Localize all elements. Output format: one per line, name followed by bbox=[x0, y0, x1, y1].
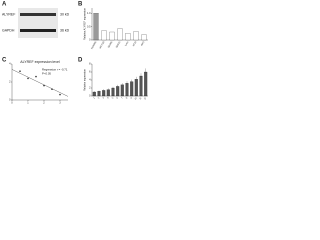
x-tick-label: 2 bbox=[43, 102, 45, 105]
x-tick-label: HT29 bbox=[133, 41, 138, 47]
panel-label: A bbox=[2, 2, 7, 8]
point bbox=[35, 75, 37, 78]
blot-size: 30 kD bbox=[60, 12, 70, 16]
bar bbox=[111, 87, 115, 97]
y-tick-label: 2 bbox=[9, 81, 11, 84]
y-tick-label: 4 bbox=[9, 63, 11, 66]
band bbox=[20, 13, 56, 16]
bar bbox=[125, 33, 131, 41]
y-tick-label: 2 bbox=[89, 87, 91, 90]
point bbox=[51, 88, 53, 90]
y-axis-label: Relative expression bbox=[84, 68, 87, 90]
bar bbox=[134, 79, 138, 97]
bar bbox=[92, 91, 96, 97]
x-tick-label: 3 bbox=[103, 97, 106, 100]
bar bbox=[144, 71, 148, 97]
annotation: Regression r = -0.71 bbox=[42, 68, 68, 72]
x-tick-label: 5 bbox=[112, 97, 115, 100]
bar bbox=[93, 13, 99, 41]
bar bbox=[101, 30, 107, 41]
x-tick-label: 12 bbox=[144, 97, 147, 101]
bar bbox=[102, 90, 106, 97]
x-tick-label: 8 bbox=[126, 97, 129, 100]
panel-label: B bbox=[78, 2, 83, 8]
x-tick-label: 1 bbox=[93, 97, 96, 100]
bar bbox=[141, 34, 147, 41]
y-tick-label: 0 bbox=[89, 39, 91, 42]
y-tick-label: 4 bbox=[89, 79, 91, 82]
panel-label: C bbox=[2, 58, 7, 64]
trendline bbox=[11, 69, 69, 97]
x-tick-label: 7 bbox=[121, 97, 124, 100]
annotation: P<0.05 bbox=[42, 72, 51, 76]
x-tick-label: 0 bbox=[11, 102, 13, 105]
bar bbox=[97, 91, 101, 97]
bar bbox=[116, 86, 120, 97]
x-tick-label: 2 bbox=[98, 97, 101, 100]
y-tick-label: 0 bbox=[9, 99, 11, 102]
blot-label: ALYREF bbox=[2, 12, 15, 16]
x-tick-label: 4 bbox=[107, 97, 110, 100]
point bbox=[27, 77, 29, 80]
chart-title: ALYREF expression level bbox=[20, 60, 60, 64]
y-tick-label: 6 bbox=[89, 71, 91, 74]
bar bbox=[139, 75, 143, 97]
figure: A B C D ALYREF 30 kD GAPDH 36 kD 0 0.5 1.0… bbox=[2, 2, 148, 105]
bar bbox=[106, 89, 110, 97]
bar bbox=[117, 28, 123, 41]
x-tick-label: LoVo bbox=[125, 41, 130, 47]
x-tick-label: HCT116 bbox=[100, 41, 106, 50]
blot: ALYREF 30 kD GAPDH 36 kD bbox=[2, 8, 70, 38]
y-tick-label: 1.0 bbox=[87, 12, 91, 15]
point bbox=[43, 84, 45, 87]
y-tick-label: 8 bbox=[89, 63, 91, 66]
bar bbox=[109, 31, 115, 41]
blot-bg bbox=[18, 8, 58, 38]
y-axis-label: Relative ALYREF expression bbox=[84, 7, 87, 40]
x-tick-label: 11 bbox=[139, 97, 142, 101]
x-tick-label: 9 bbox=[131, 97, 134, 100]
x-tick-label: SW620 bbox=[116, 41, 122, 49]
point bbox=[59, 93, 61, 96]
bar bbox=[133, 31, 139, 41]
panel-label: D bbox=[78, 58, 83, 64]
blot-size: 36 kD bbox=[60, 28, 70, 32]
x-tick-label: 6 bbox=[117, 97, 120, 100]
bar bbox=[120, 84, 124, 97]
x-tick-label: SW480 bbox=[108, 41, 114, 49]
y-tick-label: 0.5 bbox=[87, 25, 91, 28]
x-tick-label: 3 bbox=[59, 102, 61, 105]
blot-label: GAPDH bbox=[2, 28, 15, 32]
bar bbox=[130, 81, 134, 97]
band bbox=[20, 29, 56, 32]
x-tick-label: 1 bbox=[27, 102, 29, 105]
bar bbox=[125, 83, 129, 97]
y-tick-label: 0 bbox=[89, 95, 91, 98]
x-tick-label: 10 bbox=[135, 97, 138, 101]
point bbox=[19, 70, 21, 72]
x-tick-label: NCM460 bbox=[91, 41, 97, 50]
x-tick-label: RKO bbox=[141, 41, 145, 46]
